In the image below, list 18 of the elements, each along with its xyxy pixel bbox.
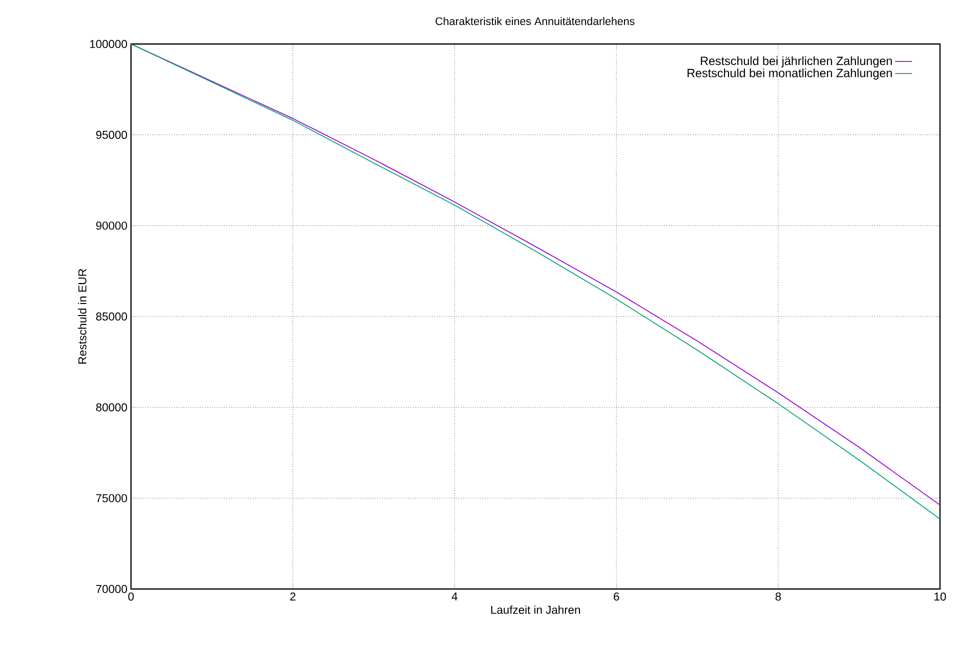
- x-tick-label: 10: [934, 592, 946, 601]
- x-tick-label: 0: [128, 592, 134, 601]
- x-axis-title: Laufzeit in Jahren: [491, 605, 580, 614]
- x-tick-label: 2: [290, 592, 296, 601]
- y-tick-label: 95000: [96, 130, 128, 139]
- x-tick-label: 4: [452, 592, 458, 600]
- y-tick-label: 90000: [96, 222, 128, 230]
- y-tick-label: 75000: [96, 494, 128, 502]
- y-tick-label: 70000: [96, 584, 128, 594]
- y-tick-label: 100000: [90, 40, 128, 48]
- chart-title: Charakteristik eines Annuitätendarlehens: [436, 17, 634, 26]
- x-tick-label: 8: [776, 592, 781, 601]
- legend-label: Restschuld bei jährlichen Zahlungen: [700, 56, 892, 68]
- y-tick-label: 85000: [96, 312, 128, 321]
- legend-label: Restschuld bei monatlichen Zahlungen: [688, 68, 892, 80]
- y-axis-title: Restschuld in EUR: [78, 268, 86, 364]
- x-tick-label: 6: [614, 592, 620, 601]
- y-tick-label: 80000: [96, 403, 128, 412]
